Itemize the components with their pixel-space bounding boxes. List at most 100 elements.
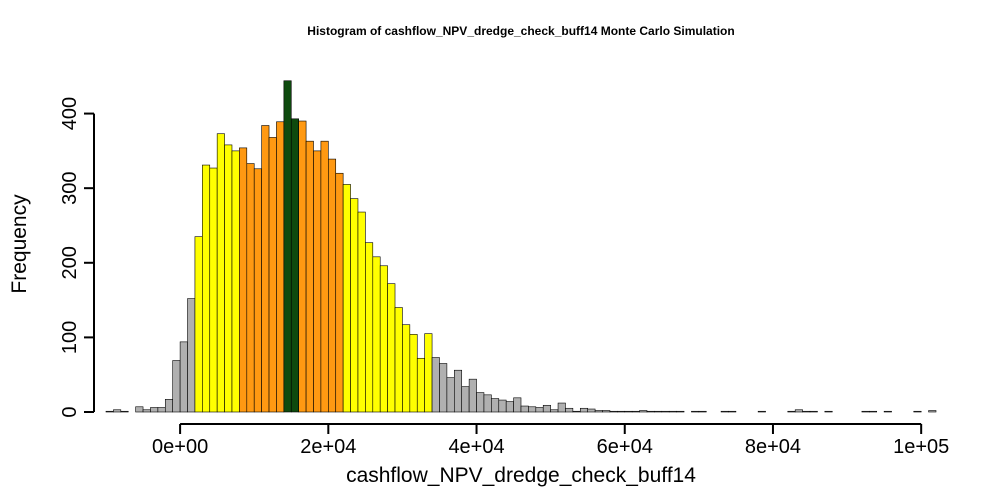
histogram-bar (365, 242, 374, 413)
histogram-bar (698, 410, 707, 413)
histogram-bar (928, 410, 937, 413)
histogram-bar (624, 410, 633, 413)
histogram-bar (342, 184, 351, 413)
histogram-bar (446, 377, 455, 413)
histogram-bar (135, 406, 144, 413)
histogram-bar (809, 410, 818, 413)
histogram-bar (646, 410, 655, 413)
histogram-bar (224, 144, 233, 413)
y-tick-label: 0 (59, 406, 81, 417)
histogram-bar (120, 410, 129, 413)
histogram-bar (113, 409, 122, 413)
histogram-bar (276, 121, 285, 413)
histogram-bar (668, 410, 677, 413)
x-tick-label: 2e+04 (300, 436, 356, 458)
histogram-bar (194, 236, 203, 413)
histogram-bar (350, 198, 359, 413)
y-axis-ticks: 0 100 200 300 400 (59, 97, 94, 418)
x-tick-label: 6e+04 (597, 436, 653, 458)
histogram-bar (439, 363, 448, 413)
histogram-bar (676, 410, 685, 413)
histogram-bar (824, 410, 833, 413)
histogram-bar (268, 137, 277, 413)
histogram-bar (357, 211, 366, 413)
histogram-bar (587, 408, 596, 413)
histogram-bar (328, 158, 337, 413)
histogram-bar (409, 334, 418, 413)
histogram-bar (468, 378, 477, 413)
histogram-bar (654, 410, 663, 413)
histogram-bar (631, 410, 640, 413)
histogram-bar (461, 386, 470, 413)
y-axis-label: Frequency (8, 194, 31, 294)
histogram-bar (453, 369, 463, 413)
histogram-bar (579, 407, 588, 413)
histogram-bar (787, 410, 796, 413)
histogram-bar (431, 357, 440, 413)
histogram-bar (913, 410, 922, 413)
bars-group (105, 80, 937, 413)
histogram-bar (491, 398, 500, 413)
histogram-bar (535, 407, 544, 413)
histogram-bar (246, 163, 255, 413)
histogram-bar (313, 150, 322, 413)
y-tick-label: 200 (59, 246, 81, 279)
histogram-bar (298, 120, 307, 413)
histogram-bar (757, 410, 766, 413)
x-tick-label: 0e+00 (152, 436, 208, 458)
histogram-bar (231, 150, 240, 413)
histogram-bar (609, 410, 618, 413)
histogram-bar (261, 125, 270, 413)
histogram-bar (594, 410, 603, 413)
histogram-bar (379, 265, 388, 413)
histogram-bar (142, 409, 151, 413)
histogram-bar (164, 399, 173, 413)
histogram-bar (802, 410, 811, 413)
histogram-bar (542, 404, 551, 413)
histogram-bar (187, 298, 196, 413)
histogram-bar (550, 409, 559, 413)
histogram-bar (520, 405, 529, 413)
histogram-bar (498, 399, 507, 413)
y-tick-label: 100 (59, 321, 81, 354)
y-tick-label: 400 (59, 97, 81, 130)
histogram-bar (320, 140, 329, 413)
histogram-bar (290, 118, 299, 413)
histogram-bar (720, 410, 729, 413)
histogram-bar (602, 410, 611, 413)
x-tick-label: 1e+05 (893, 436, 949, 458)
histogram-bar (528, 406, 537, 413)
x-axis-label: cashflow_NPV_dredge_check_buff14 (346, 464, 696, 487)
histogram-bar (476, 392, 485, 413)
histogram-bar (861, 410, 870, 413)
histogram-bar (179, 341, 188, 413)
histogram-bar (305, 140, 314, 413)
histogram-bar (868, 410, 878, 413)
histogram-bar (150, 407, 159, 413)
histogram-bar (216, 133, 225, 413)
histogram-bar (483, 394, 492, 413)
histogram-bar (565, 407, 574, 413)
histogram-bar (572, 410, 581, 413)
histogram-bar (513, 397, 522, 413)
x-tick-label: 4e+04 (448, 436, 504, 458)
histogram-bar (794, 409, 803, 413)
histogram-bar (394, 307, 403, 413)
histogram-bar (402, 324, 411, 413)
histogram-bar (691, 410, 700, 413)
histogram-bar (105, 410, 114, 413)
histogram-bar (661, 410, 670, 413)
histogram-bar (202, 164, 211, 413)
histogram-bar (335, 172, 344, 413)
chart-title: Histogram of cashflow_NPV_dredge_check_b… (307, 24, 734, 38)
histogram-bar (617, 410, 626, 413)
histogram-bar (728, 410, 737, 413)
histogram-bar (209, 167, 218, 413)
histogram-bar (157, 407, 166, 413)
histogram-bar (557, 402, 566, 413)
histogram-bar (505, 401, 514, 413)
histogram-bar (883, 410, 892, 413)
histogram-bar (416, 357, 425, 413)
x-tick-label: 8e+04 (745, 436, 801, 458)
histogram-bar (239, 147, 248, 413)
